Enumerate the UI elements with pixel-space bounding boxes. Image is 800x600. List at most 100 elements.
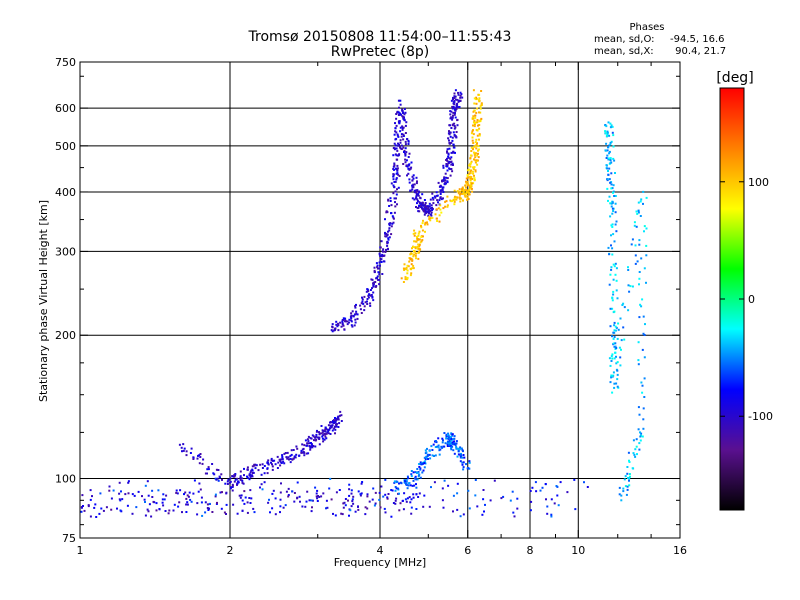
data-point <box>475 159 478 162</box>
x-tick-label: 6 <box>464 544 471 557</box>
data-point <box>420 204 423 207</box>
data-point <box>500 497 503 500</box>
data-point <box>81 494 84 497</box>
data-point <box>412 479 415 482</box>
data-point <box>466 174 469 176</box>
data-point <box>437 181 440 184</box>
data-point <box>239 478 242 481</box>
data-point <box>614 342 617 345</box>
data-point <box>283 462 286 465</box>
data-point <box>618 486 621 489</box>
data-point <box>318 438 321 440</box>
data-point <box>286 457 289 460</box>
data-point <box>398 153 401 156</box>
data-point <box>616 361 619 364</box>
data-point <box>372 487 375 490</box>
data-point <box>608 150 611 153</box>
data-point <box>441 441 444 444</box>
data-point <box>298 454 301 457</box>
data-point <box>305 500 308 503</box>
data-point <box>643 377 646 380</box>
data-point <box>611 125 614 128</box>
data-point <box>406 278 409 281</box>
data-point <box>99 492 102 495</box>
data-point <box>627 309 630 312</box>
data-point <box>415 182 418 185</box>
data-point <box>609 381 612 384</box>
data-point <box>281 456 284 458</box>
data-point <box>613 345 616 348</box>
data-point <box>406 272 409 275</box>
data-point <box>424 223 426 226</box>
data-point <box>225 491 228 494</box>
data-point <box>388 236 391 239</box>
data-point <box>399 139 402 142</box>
data-point <box>384 218 386 221</box>
data-point <box>431 207 434 210</box>
data-point <box>215 503 218 505</box>
data-point <box>401 500 404 502</box>
data-point <box>557 504 560 507</box>
data-point <box>202 458 205 461</box>
data-point <box>332 512 334 515</box>
data-point <box>611 335 613 338</box>
data-point <box>413 253 416 256</box>
data-point <box>441 487 444 490</box>
data-point <box>416 180 418 183</box>
data-point <box>354 321 357 324</box>
data-point <box>418 243 421 246</box>
data-point <box>446 150 448 153</box>
data-point <box>422 219 424 222</box>
data-point <box>550 498 553 501</box>
data-point <box>277 461 280 464</box>
data-point <box>324 430 327 433</box>
data-point <box>610 124 613 127</box>
data-point <box>639 435 642 438</box>
data-point <box>266 467 269 470</box>
data-point <box>407 477 410 480</box>
data-point <box>612 210 615 212</box>
data-point <box>397 142 399 145</box>
data-point <box>438 199 441 202</box>
data-point <box>398 120 401 123</box>
data-point <box>318 432 321 435</box>
data-point <box>470 176 473 178</box>
data-point <box>446 445 449 447</box>
data-point <box>477 149 479 152</box>
data-point <box>452 438 455 440</box>
data-point <box>446 195 449 198</box>
data-point <box>401 110 404 113</box>
data-point <box>409 167 412 170</box>
data-point <box>343 328 346 331</box>
data-point <box>623 478 626 481</box>
data-point <box>416 200 419 202</box>
data-point <box>403 113 406 116</box>
data-point <box>638 239 641 242</box>
data-point <box>190 500 193 503</box>
data-point <box>474 169 477 172</box>
data-point <box>636 212 639 215</box>
data-point <box>215 468 218 471</box>
data-point <box>643 225 646 228</box>
data-point <box>612 134 615 137</box>
data-point <box>615 355 617 358</box>
data-point <box>131 512 134 515</box>
data-point <box>395 197 397 200</box>
data-point <box>642 315 645 318</box>
data-point <box>615 382 618 385</box>
data-point <box>172 509 175 512</box>
data-point <box>465 182 468 185</box>
data-point <box>144 484 147 487</box>
data-point <box>472 129 474 131</box>
data-point <box>424 449 427 452</box>
data-point <box>364 301 367 304</box>
data-point <box>118 481 121 484</box>
data-point <box>459 192 462 195</box>
data-point <box>469 154 472 157</box>
data-point <box>289 454 292 457</box>
data-point <box>446 165 449 168</box>
data-point <box>390 182 393 185</box>
data-point <box>453 101 456 104</box>
data-point <box>198 462 201 465</box>
data-point <box>405 151 408 154</box>
